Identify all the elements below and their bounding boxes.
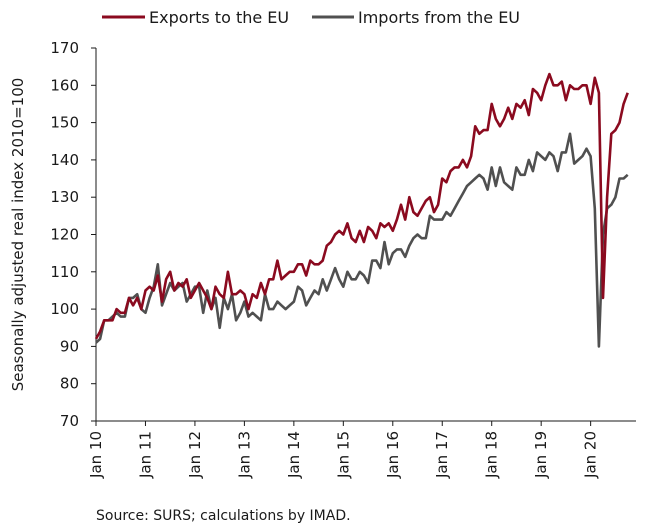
y-tick-label: 90: [60, 337, 79, 355]
y-tick-label: 120: [50, 226, 79, 244]
y-tick-label: 140: [50, 151, 79, 169]
y-tick-label: 170: [50, 39, 79, 57]
x-tick-label: Jan 13: [235, 431, 253, 479]
line-chart: Exports to the EU Imports from the EU 70 8…: [9, 8, 636, 479]
y-tick-label: 80: [60, 375, 79, 393]
y-axis-ticks: 70 80 90 100 110 120 130 140 150 160 170: [50, 39, 96, 430]
source-note: Source: SURS; calculations by IMAD.: [96, 508, 351, 524]
y-tick-label: 70: [60, 412, 79, 430]
x-tick-label: Jan 14: [285, 431, 303, 479]
y-tick-label: 100: [50, 300, 79, 318]
x-axis-ticks: Jan 10 Jan 11 Jan 12 Jan 13 Jan 14 Jan 15 Jan …: [87, 421, 600, 479]
y-axis-label: Seasonally adjusted real index 2010=100: [9, 78, 27, 392]
y-tick-label: 110: [50, 263, 79, 281]
legend: Exports to the EU Imports from the EU: [102, 8, 520, 27]
series-line-exports: [94, 72, 629, 340]
legend-label-imports: Imports from the EU: [358, 8, 520, 27]
x-tick-label: Jan 17: [433, 431, 451, 479]
x-tick-label: Jan 18: [483, 431, 501, 479]
y-tick-label: 160: [50, 76, 79, 94]
series-lines: [94, 72, 629, 348]
x-tick-label: Jan 16: [384, 431, 402, 479]
x-tick-label: Jan 10: [87, 431, 105, 479]
series-line-imports: [95, 132, 629, 348]
y-tick-label: 130: [50, 188, 79, 206]
legend-label-exports: Exports to the EU: [149, 8, 289, 27]
x-tick-label: Jan 15: [334, 431, 352, 479]
x-tick-label: Jan 20: [582, 431, 600, 479]
x-tick-label: Jan 12: [186, 431, 204, 479]
x-tick-label: Jan 19: [532, 431, 550, 479]
x-tick-label: Jan 11: [136, 431, 154, 479]
y-tick-label: 150: [50, 114, 79, 132]
